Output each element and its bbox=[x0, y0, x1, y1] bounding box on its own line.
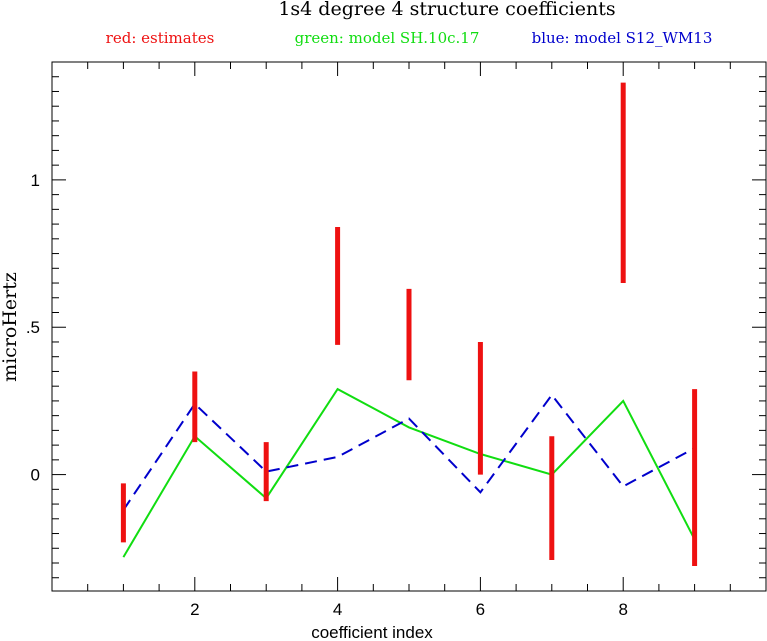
x-tick-label: 8 bbox=[618, 600, 627, 619]
y-tick-label: 0 bbox=[31, 466, 40, 485]
series-line-model-sh-10c-17 bbox=[122, 387, 696, 558]
legend-model-sh10c17: green: model SH.10c.17 bbox=[295, 29, 480, 47]
x-tick-label: 4 bbox=[333, 600, 342, 619]
estimate-bars bbox=[120, 82, 698, 566]
x-tick-label: 2 bbox=[190, 600, 199, 619]
series-line-model-s12-wm13 bbox=[122, 393, 696, 511]
y-tick-label: 1 bbox=[31, 171, 40, 190]
y-axis-label: microHertz bbox=[0, 272, 21, 382]
series-lines bbox=[122, 387, 696, 558]
y-tick-label: .5 bbox=[26, 318, 40, 337]
axis-ticks bbox=[52, 62, 766, 591]
legend: red: estimates green: model SH.10c.17 bl… bbox=[106, 29, 713, 47]
tick-labels: 2 4 6 8 0 .5 1 bbox=[26, 171, 628, 619]
chart-title: 1s4 degree 4 structure coefficients bbox=[278, 0, 615, 20]
legend-model-s12wm13: blue: model S12_WM13 bbox=[532, 29, 713, 47]
legend-estimates: red: estimates bbox=[106, 29, 215, 47]
x-tick-label: 6 bbox=[476, 600, 485, 619]
x-axis-label: coefficient index bbox=[311, 623, 433, 641]
